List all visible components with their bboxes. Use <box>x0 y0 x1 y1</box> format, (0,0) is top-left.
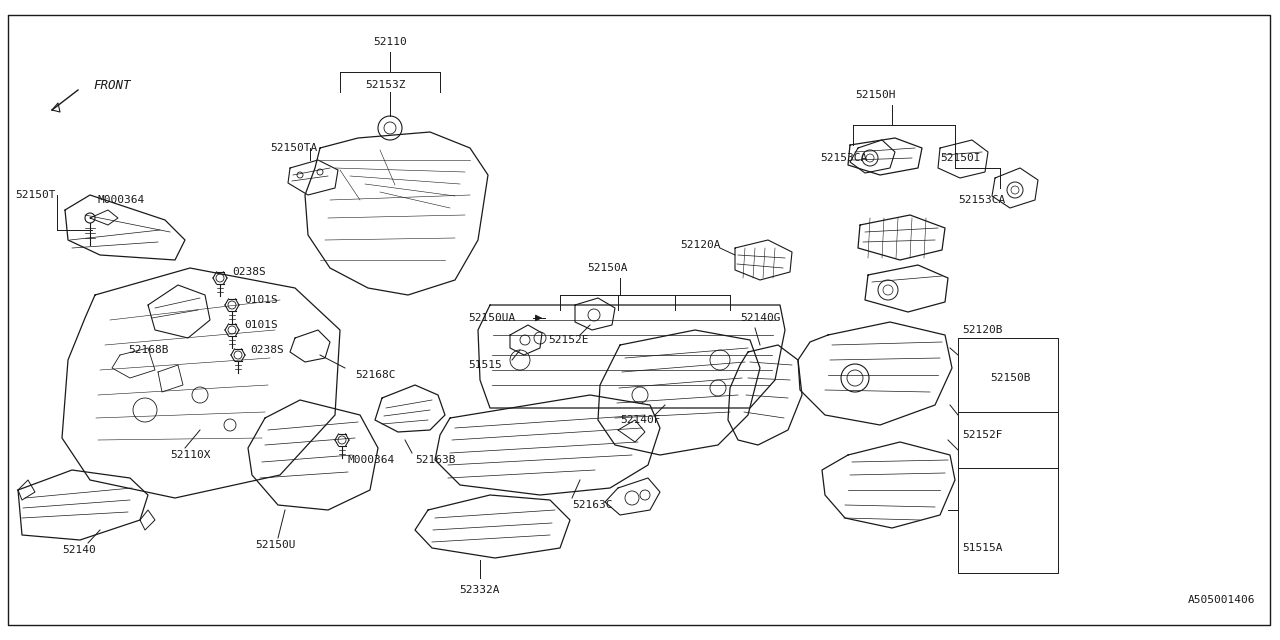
Text: 52150H: 52150H <box>855 90 896 100</box>
Text: 52140: 52140 <box>61 545 96 555</box>
Text: 52150T: 52150T <box>15 190 55 200</box>
Text: 52150B: 52150B <box>989 373 1030 383</box>
Text: 0101S: 0101S <box>244 295 278 305</box>
Text: 52150I: 52150I <box>940 153 980 163</box>
Text: A505001406: A505001406 <box>1188 595 1254 605</box>
Text: 52150UA: 52150UA <box>468 313 516 323</box>
Text: 52168B: 52168B <box>128 345 169 355</box>
Text: 52153Z: 52153Z <box>365 80 406 90</box>
Text: 52152E: 52152E <box>548 335 589 345</box>
Text: 0238S: 0238S <box>250 345 284 355</box>
Text: 0238S: 0238S <box>232 267 266 277</box>
Text: 52152F: 52152F <box>963 430 1002 440</box>
Text: 52140F: 52140F <box>620 415 660 425</box>
Text: 52332A: 52332A <box>460 585 500 595</box>
Text: FRONT: FRONT <box>93 79 131 92</box>
Text: 52140G: 52140G <box>740 313 781 323</box>
Text: 52150A: 52150A <box>588 263 627 273</box>
Text: 52120B: 52120B <box>963 325 1002 335</box>
Text: 52163C: 52163C <box>572 500 613 510</box>
Text: 52150U: 52150U <box>255 540 296 550</box>
Text: M000364: M000364 <box>348 455 396 465</box>
Text: 52110X: 52110X <box>170 450 210 460</box>
Text: 52110: 52110 <box>374 37 407 47</box>
Text: 52163B: 52163B <box>415 455 456 465</box>
Text: 52153CA: 52153CA <box>957 195 1005 205</box>
Text: 52168C: 52168C <box>355 370 396 380</box>
Text: 51515A: 51515A <box>963 543 1002 553</box>
Text: 52150TA: 52150TA <box>270 143 317 153</box>
Text: M000364: M000364 <box>99 195 145 205</box>
Text: 52153CA: 52153CA <box>820 153 868 163</box>
Text: 52120A: 52120A <box>680 240 721 250</box>
Text: 51515: 51515 <box>468 360 502 370</box>
Text: 0101S: 0101S <box>244 320 278 330</box>
